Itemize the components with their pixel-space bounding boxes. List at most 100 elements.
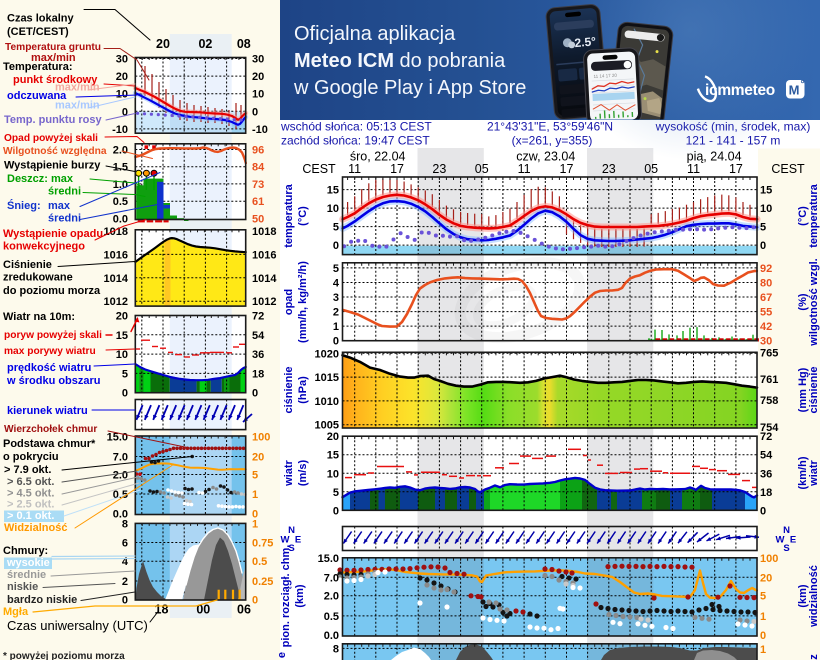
svg-text:20: 20: [252, 452, 264, 464]
svg-text:1: 1: [252, 489, 258, 501]
svg-text:max/min: max/min: [31, 52, 76, 64]
svg-text:10: 10: [327, 468, 339, 480]
svg-text:N: N: [288, 525, 295, 536]
svg-text:> 2.5 okt.: > 2.5 okt.: [7, 499, 54, 511]
svg-text:96: 96: [252, 145, 264, 157]
svg-text:bardzo niskie: bardzo niskie: [7, 594, 77, 606]
svg-text:0: 0: [122, 388, 128, 400]
svg-text:21°43'31"E, 53°59'46"N: 21°43'31"E, 53°59'46"N: [487, 120, 613, 134]
svg-text:(°C): (°C): [297, 206, 309, 226]
svg-text:średnie: średnie: [7, 569, 46, 581]
svg-text:20: 20: [760, 572, 772, 584]
svg-text:15: 15: [760, 185, 772, 197]
svg-text:17: 17: [729, 162, 743, 176]
svg-text:3: 3: [333, 292, 339, 304]
svg-text:0: 0: [252, 388, 258, 400]
svg-text:0.0: 0.0: [113, 213, 128, 225]
svg-text:-10: -10: [112, 124, 128, 136]
svg-text:0: 0: [333, 240, 339, 252]
svg-text:23: 23: [602, 162, 616, 176]
svg-text:15: 15: [327, 185, 339, 197]
svg-text:5: 5: [760, 591, 766, 603]
svg-text:5: 5: [333, 222, 339, 234]
svg-text:72: 72: [252, 311, 264, 323]
svg-text:Opad powyżej skali: Opad powyżej skali: [4, 133, 98, 144]
svg-text:10: 10: [252, 89, 264, 101]
svg-text:0.0: 0.0: [324, 630, 339, 642]
svg-text:konwekcyjnego: konwekcyjnego: [3, 241, 85, 253]
svg-text:Meteo ICM do pobrania: Meteo ICM do pobrania: [294, 50, 506, 72]
svg-text:o pokryciu: o pokryciu: [3, 451, 59, 463]
svg-text:Wystąpienie opadu: Wystąpienie opadu: [3, 228, 103, 240]
svg-text:1018: 1018: [104, 226, 128, 238]
svg-text:-10: -10: [252, 124, 268, 136]
svg-text:w Google Play i App Store: w Google Play i App Store: [293, 77, 526, 99]
svg-text:1: 1: [252, 518, 258, 530]
svg-text:niskie: niskie: [7, 581, 38, 593]
svg-text:18: 18: [760, 487, 772, 499]
svg-text:widzialność: widzialność: [808, 565, 820, 628]
svg-text:kierunek wiatru: kierunek wiatru: [7, 405, 88, 417]
svg-text:Śnieg:: Śnieg:: [7, 199, 41, 212]
svg-text:0.5: 0.5: [113, 196, 128, 208]
svg-text:84: 84: [252, 162, 265, 174]
svg-text:54: 54: [252, 330, 265, 342]
svg-text:E: E: [295, 535, 301, 546]
svg-text:20: 20: [252, 71, 264, 83]
svg-text:0.0: 0.0: [113, 509, 128, 521]
svg-text:4: 4: [122, 556, 129, 568]
svg-text:05: 05: [475, 162, 489, 176]
svg-text:20: 20: [156, 37, 170, 51]
svg-text:Temperatura gruntu: Temperatura gruntu: [5, 42, 101, 53]
svg-text:0: 0: [760, 630, 766, 642]
svg-text:Ciśnienie: Ciśnienie: [3, 259, 52, 271]
svg-text:1: 1: [333, 321, 339, 333]
svg-text:(°C): (°C): [797, 206, 809, 226]
svg-text:max porywy wiatru: max porywy wiatru: [4, 346, 96, 357]
svg-text:7.0: 7.0: [113, 452, 128, 464]
svg-text:(%): (%): [797, 293, 809, 310]
svg-text:wiatr: wiatr: [808, 459, 820, 486]
svg-text:temperatura: temperatura: [283, 183, 295, 247]
svg-text:CEST: CEST: [302, 162, 336, 176]
svg-text:1016: 1016: [252, 249, 276, 261]
svg-text:Widzialność: Widzialność: [4, 522, 67, 534]
svg-text:(m/s): (m/s): [297, 460, 309, 487]
svg-text:8: 8: [122, 518, 128, 530]
svg-text:10: 10: [116, 89, 128, 101]
svg-text:poryw powyżej skali: poryw powyżej skali: [4, 330, 102, 341]
svg-text:Wierzchołek chmur: Wierzchołek chmur: [4, 424, 97, 435]
svg-text:11: 11: [348, 162, 361, 176]
svg-text:CEST: CEST: [771, 162, 805, 176]
svg-text:wilgotność wzgl.: wilgotność wzgl.: [808, 258, 820, 346]
svg-text:10: 10: [327, 203, 339, 215]
svg-text:1018: 1018: [252, 226, 276, 238]
svg-text:max: max: [48, 200, 71, 212]
svg-text:(hPa): (hPa): [297, 376, 309, 404]
svg-text:2.0: 2.0: [113, 145, 128, 157]
svg-text:ciśnienie: ciśnienie: [808, 366, 820, 413]
svg-text:średni: średni: [48, 213, 81, 225]
svg-text:06: 06: [237, 603, 251, 617]
svg-text:średni: średni: [48, 186, 81, 198]
svg-text:N: N: [783, 525, 790, 536]
svg-text:765: 765: [760, 348, 778, 360]
svg-text:1020: 1020: [315, 348, 339, 360]
svg-text:Wilgotność względna: Wilgotność względna: [3, 146, 107, 157]
svg-text:1016: 1016: [104, 249, 128, 261]
svg-text:> 0.1 okt.: > 0.1 okt.: [7, 510, 54, 522]
svg-text:761: 761: [760, 374, 778, 386]
svg-text:0: 0: [122, 106, 128, 118]
svg-text:100: 100: [252, 432, 270, 444]
svg-text:Temp. punktu rosy: Temp. punktu rosy: [4, 114, 102, 126]
svg-text:10: 10: [116, 349, 128, 361]
svg-text:36: 36: [252, 349, 264, 361]
svg-text:0.75: 0.75: [252, 538, 273, 550]
svg-text:> 4.5 okt.: > 4.5 okt.: [7, 488, 54, 500]
svg-text:1.5: 1.5: [113, 162, 128, 174]
svg-text:2.5°: 2.5°: [574, 34, 597, 50]
svg-text:758: 758: [760, 395, 778, 407]
svg-text:w środku obszaru: w środku obszaru: [6, 375, 101, 387]
svg-text:odczuwana: odczuwana: [7, 90, 67, 102]
svg-text:5: 5: [252, 470, 258, 482]
